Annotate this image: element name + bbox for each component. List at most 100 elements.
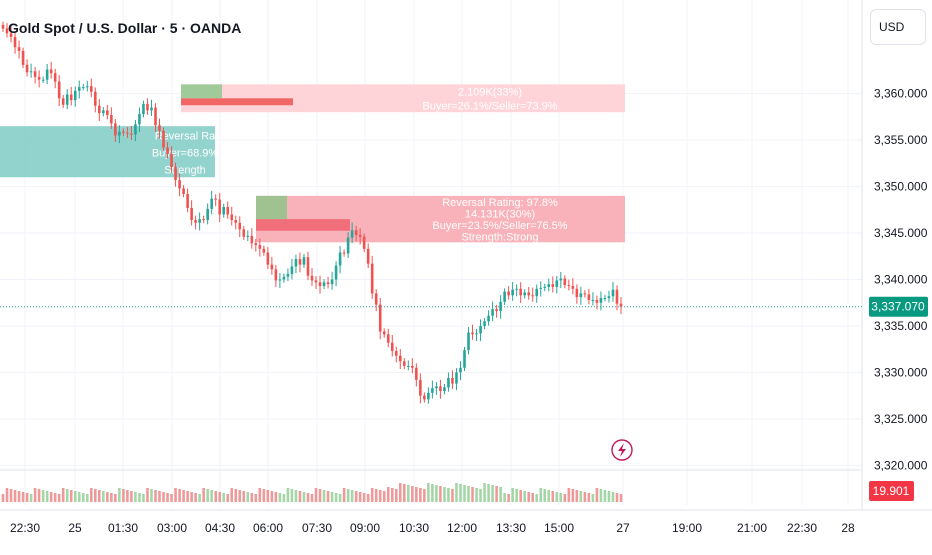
volume-bar [226, 494, 230, 502]
volume-bar [13, 490, 17, 502]
candle-body [362, 236, 366, 249]
volume-bar [93, 489, 97, 502]
currency-selector[interactable]: USD [870, 9, 926, 45]
volume-bar [146, 488, 149, 502]
volume-bar [242, 491, 246, 502]
candle-body [559, 278, 563, 281]
candle-body [274, 269, 278, 281]
volume-bar [69, 490, 73, 502]
volume-bar [615, 493, 619, 502]
candle-body [114, 123, 117, 136]
candle-body [138, 114, 141, 125]
volume-bar [61, 488, 65, 502]
volume-bar [298, 491, 302, 502]
candle-body [350, 230, 354, 238]
candle-body [491, 309, 494, 316]
volume-bar [182, 490, 185, 502]
candle-body [246, 235, 250, 237]
alert-icon[interactable] [611, 439, 633, 461]
candle-body [49, 69, 53, 74]
volume-bar [85, 494, 89, 502]
candle-body [158, 125, 161, 131]
candle-body [282, 276, 286, 280]
x-tick-label: 25 [68, 521, 82, 535]
candle-body [122, 131, 125, 133]
grid [0, 0, 862, 505]
volume-bar [290, 489, 294, 502]
volume-bar [270, 491, 274, 502]
volume-bar [583, 492, 587, 502]
candle-body [106, 110, 109, 116]
candle-body [358, 234, 362, 237]
x-tick-label: 03:00 [157, 521, 187, 535]
y-tick-label: 3,360.000 [874, 87, 928, 101]
y-tick-label: 3,345.000 [874, 226, 928, 240]
candle-body [154, 107, 157, 126]
volume-bar [543, 489, 547, 502]
volume-bar [266, 490, 270, 502]
candle-body [150, 107, 153, 111]
x-tick-label: 21:00 [737, 521, 767, 535]
candle-body [222, 207, 226, 215]
volume-bar [282, 494, 286, 502]
volume-bar [607, 491, 611, 502]
candle-body [579, 293, 583, 298]
candle-body [174, 167, 177, 181]
candle-body [310, 275, 314, 281]
candle-body [411, 365, 414, 368]
candle-body [298, 259, 302, 265]
x-tick-label: 12:00 [447, 521, 477, 535]
candle-body [314, 280, 318, 283]
volume-bar [81, 493, 85, 502]
volume-bar [138, 493, 141, 502]
volume-bar [479, 489, 482, 502]
candle-body [118, 131, 121, 136]
candle-body [523, 292, 526, 296]
volume-bar [439, 486, 442, 502]
volume-bar [394, 489, 398, 502]
volume-bar [246, 492, 250, 502]
candle-body [583, 293, 587, 295]
volume-bar [531, 493, 535, 502]
candle-body [394, 351, 398, 356]
candle-body [226, 207, 230, 215]
candle-body [41, 79, 45, 81]
volume-bar [362, 493, 366, 502]
volume-bar [178, 489, 181, 502]
chart-title: Gold Spot / U.S. Dollar · 5 · OANDA [8, 20, 241, 36]
volume-badge [869, 481, 914, 501]
candle-body [254, 243, 258, 246]
volume-bar [407, 485, 410, 502]
candle-body [555, 280, 559, 287]
candle-body [407, 365, 410, 367]
volume-bar [611, 492, 615, 502]
candle-body [519, 288, 522, 296]
volume-bar [354, 491, 358, 502]
y-tick-label: 3,355.000 [874, 133, 928, 147]
y-tick-label: 3,340.000 [874, 272, 928, 286]
candle-body [338, 252, 342, 266]
candle-body [142, 103, 145, 115]
volume-bar [202, 488, 205, 502]
volume-bar [338, 494, 342, 502]
zone-inner-bar [181, 98, 293, 106]
candle-body [194, 220, 197, 223]
candle-body [258, 245, 262, 249]
volume-bar [595, 488, 599, 502]
volume-bar [110, 493, 113, 502]
volume-bar [603, 490, 607, 502]
volume-bar [122, 489, 125, 502]
candle-body [571, 286, 575, 289]
candle-body [306, 257, 310, 276]
volume-bar [559, 493, 563, 502]
volume-bar [258, 488, 262, 502]
volume-bar [142, 494, 145, 502]
candle-body [591, 299, 595, 301]
candle-body [419, 379, 422, 396]
candle-body [29, 71, 33, 73]
x-tick-label: 10:30 [399, 521, 429, 535]
candle-body [447, 378, 450, 388]
candle-body [206, 208, 209, 221]
volume-bar [519, 490, 522, 502]
